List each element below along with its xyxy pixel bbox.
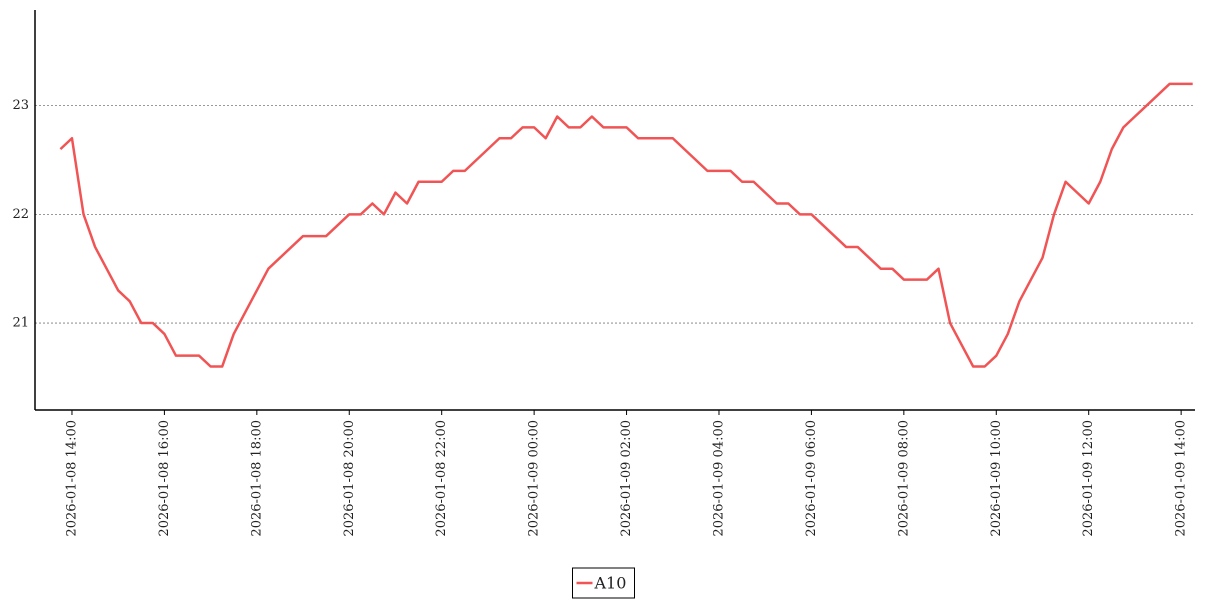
x-tick-label: 2026-01-09 02:00 — [619, 420, 634, 537]
x-tick-label: 2026-01-09 04:00 — [711, 420, 726, 537]
x-tick-label: 2026-01-09 14:00 — [1174, 420, 1189, 537]
x-tick-label: 2026-01-08 18:00 — [249, 420, 264, 537]
x-tick-label: 2026-01-09 00:00 — [527, 420, 542, 537]
x-tick-label: 2026-01-08 22:00 — [434, 420, 449, 537]
legend: A10 — [572, 567, 635, 599]
x-tick-label: 2026-01-08 14:00 — [64, 420, 79, 537]
x-tick-label: 2026-01-09 10:00 — [989, 420, 1004, 537]
y-tick-label: 21 — [12, 316, 29, 331]
series-line — [59, 82, 1193, 368]
y-tick-label: 22 — [12, 207, 29, 222]
y-tick-label: 23 — [12, 98, 29, 113]
legend-label: A10 — [594, 574, 627, 593]
x-tick-label: 2026-01-08 20:00 — [342, 420, 357, 537]
x-tick-label: 2026-01-09 12:00 — [1081, 420, 1096, 537]
x-tick-label: 2026-01-08 16:00 — [157, 420, 172, 537]
x-tick-label: 2026-01-09 08:00 — [896, 420, 911, 537]
x-tick-label: 2026-01-09 06:00 — [804, 420, 819, 537]
